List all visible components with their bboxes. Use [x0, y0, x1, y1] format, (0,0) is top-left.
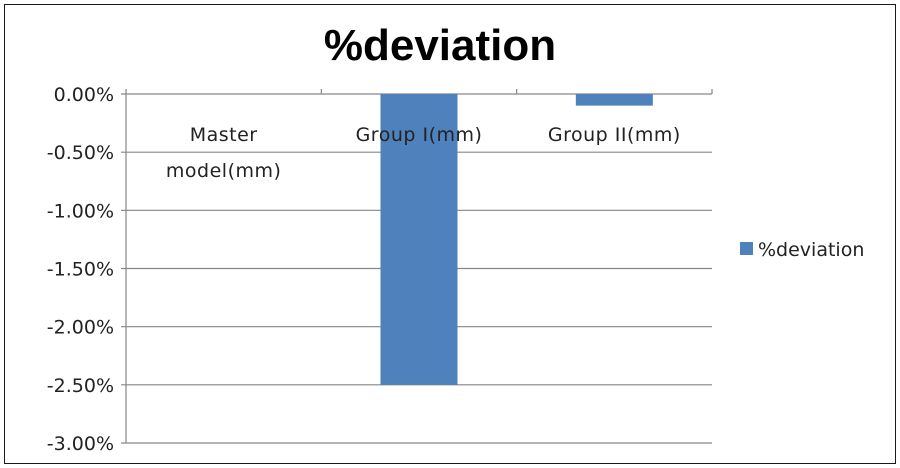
y-tick-label: 0.00% [54, 84, 114, 106]
y-tick-label: -1.00% [47, 200, 114, 222]
category-label: model(mm) [166, 160, 282, 182]
legend: %deviation [740, 239, 864, 261]
category-label: Master [190, 124, 258, 146]
y-tick-label: -2.50% [47, 375, 114, 397]
axes [125, 89, 713, 443]
bar [575, 94, 653, 106]
category-label: Group I(mm) [356, 124, 483, 146]
legend-swatch [740, 242, 753, 255]
y-tick-label: -1.50% [47, 259, 114, 281]
legend-label: %deviation [758, 239, 864, 261]
y-tick-labels: 0.00% -0.50% -1.00% -1.50% -2.00% -2.50% -3.00… [47, 84, 114, 455]
y-tick-label: -3.00% [47, 433, 114, 455]
category-labels: Master model(mm) Group I(mm) Group II(mm) [166, 124, 681, 182]
chart-title: %deviation [324, 21, 556, 70]
y-tick-label: -0.50% [47, 142, 114, 164]
bars [380, 94, 653, 385]
bar [380, 94, 458, 385]
y-tick-label: -2.00% [47, 317, 114, 339]
category-label: Group II(mm) [548, 124, 681, 146]
